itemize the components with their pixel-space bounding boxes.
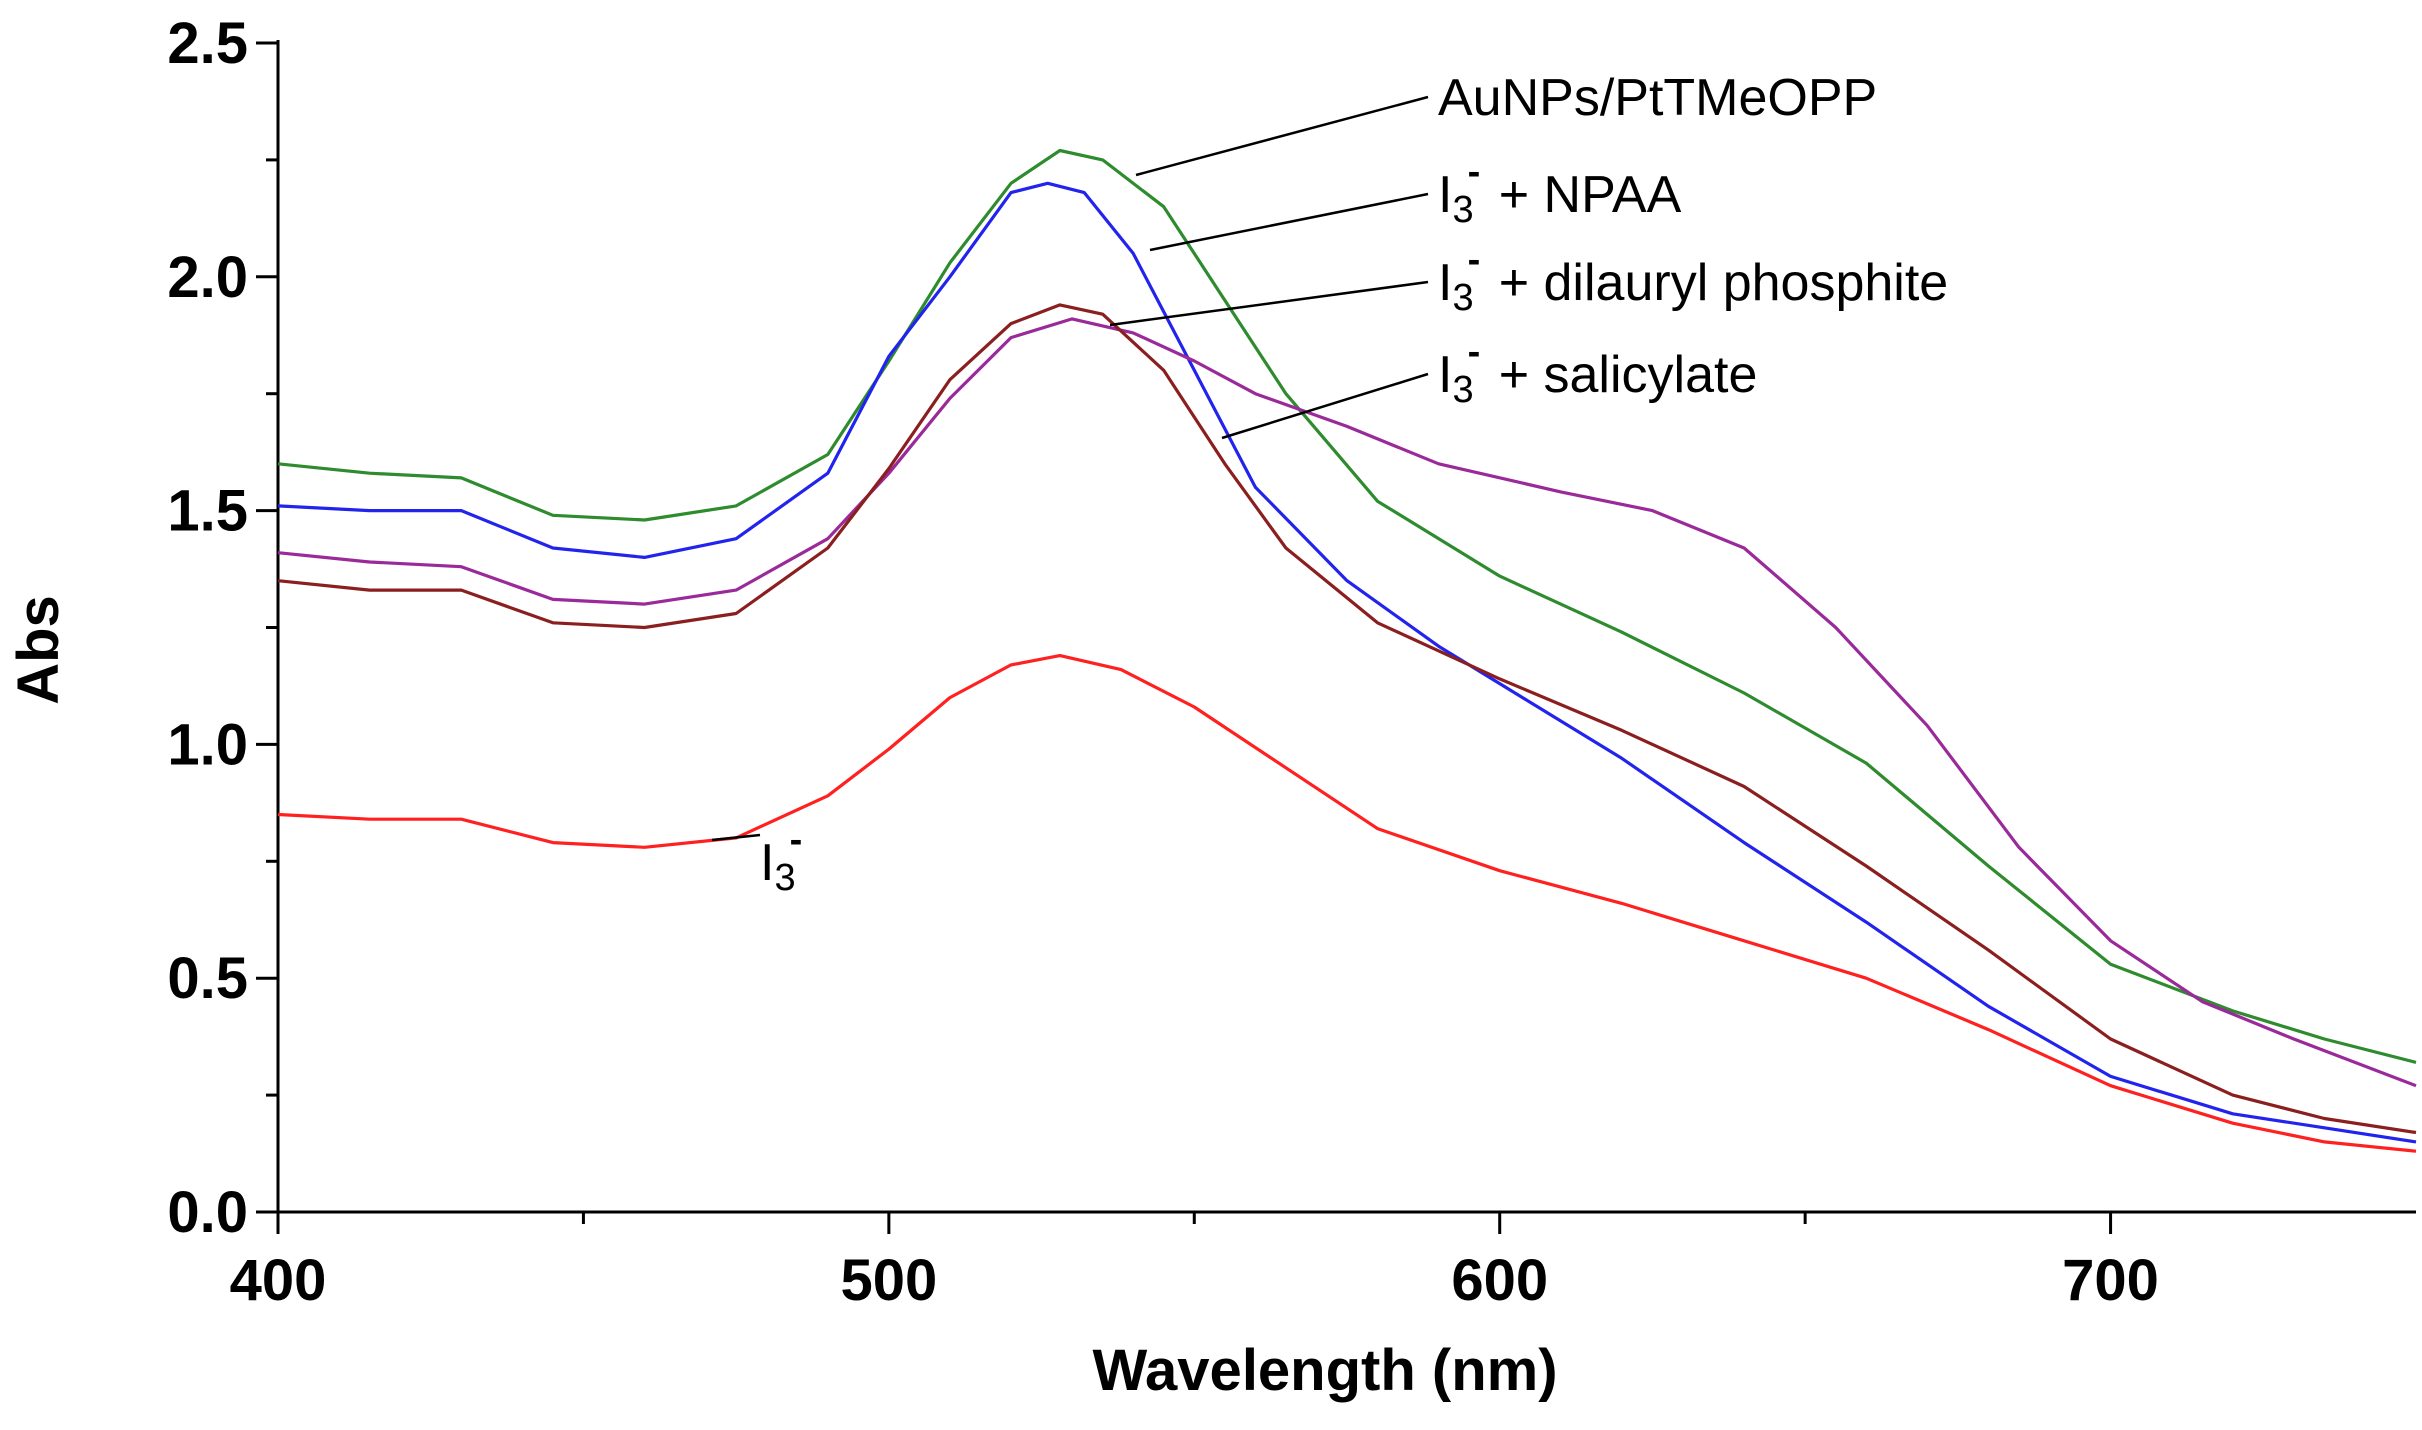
series-line-4 [277, 303, 2417, 1135]
x-tick-label: 400 [230, 1248, 327, 1313]
leader-line [1221, 372, 1429, 440]
x-axis-title: Wavelength (nm) [1092, 1338, 1557, 1403]
series-line-2 [277, 181, 2417, 1144]
x-tick-label: 500 [840, 1248, 937, 1313]
y-tick-label: 0.0 [167, 1180, 248, 1245]
series-label: AuNPs/PtTMeOPP [1438, 69, 1877, 127]
y-tick-label: 2.5 [167, 11, 248, 76]
axes: 0.0 0.5 1.0 1.5 2.0 2.5 400 500 600 700 [167, 11, 2416, 1313]
y-tick-label: 1.0 [167, 712, 248, 777]
series-label: I3- [760, 819, 802, 899]
series-line-1 [277, 148, 2417, 1064]
y-tick-label: 1.5 [167, 479, 248, 544]
x-tick-label: 700 [2062, 1248, 2159, 1313]
y-tick-label: 0.5 [167, 946, 248, 1011]
series-line-3 [277, 317, 2417, 1088]
x-tick-label: 600 [1451, 1248, 1548, 1313]
leader-line [1149, 192, 1429, 252]
series-line-5 [277, 654, 2417, 1153]
leader-line [1135, 95, 1429, 177]
leader-line [711, 833, 761, 842]
series-label: I3- + salicylate [1438, 331, 1757, 411]
leader-line [1109, 280, 1429, 327]
series-label: I3- + dilauryl phosphite [1438, 239, 1948, 319]
y-axis-title: Abs [6, 595, 71, 705]
y-tick-label: 2.0 [167, 245, 248, 310]
series-label: I3- + NPAA [1438, 151, 1682, 231]
series-lines [277, 148, 2417, 1153]
